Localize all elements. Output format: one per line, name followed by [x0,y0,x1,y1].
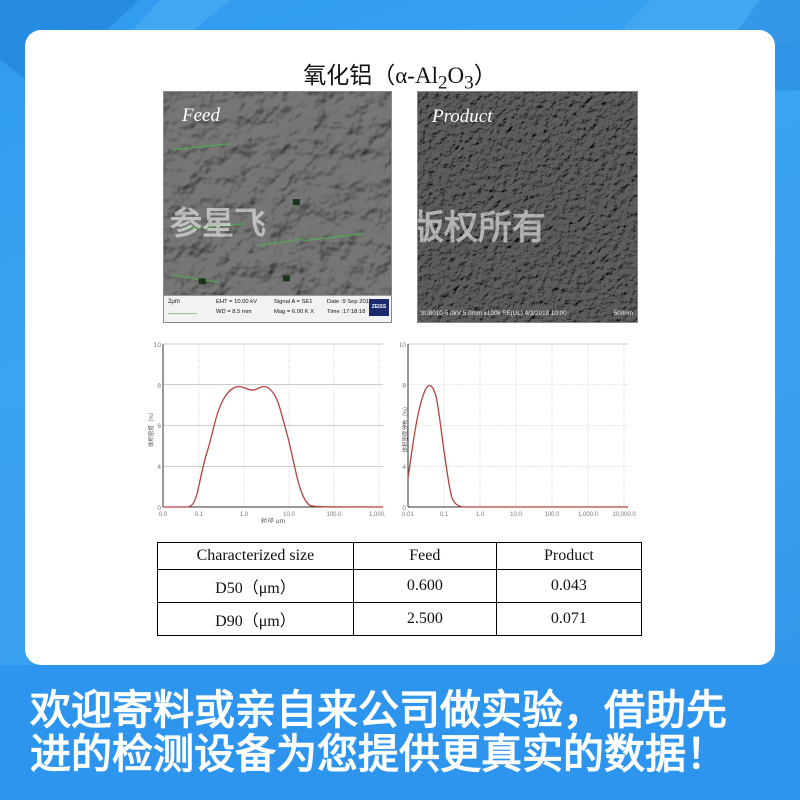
svg-text:100.0: 100.0 [544,512,560,518]
svg-text:10: 10 [400,342,406,349]
svg-text:10.0: 10.0 [283,512,295,518]
svg-text:6: 6 [157,423,161,430]
svg-text:0: 0 [402,505,406,512]
svg-text:1.0: 1.0 [476,512,485,518]
svg-text:10: 10 [154,342,162,349]
svg-text:1.0: 1.0 [240,512,249,518]
svg-text:1,000.0: 1,000.0 [369,512,386,518]
svg-text:0: 0 [157,505,161,512]
svg-text:10.0: 10.0 [510,512,522,518]
svg-text:4: 4 [157,464,161,471]
svg-text:8: 8 [157,383,161,390]
svg-text:4: 4 [402,464,406,471]
svg-text:0.0: 0.0 [159,512,168,518]
svg-text:0.1: 0.1 [440,512,449,518]
svg-text:体积密度分布（%）: 体积密度分布（%） [401,404,409,453]
svg-text:8: 8 [402,383,406,390]
svg-text:粒径 μm: 粒径 μm [261,516,285,523]
svg-text:1,000.0: 1,000.0 [578,512,599,518]
svg-text:100.0: 100.0 [326,512,342,518]
svg-text:体积密度（%）: 体积密度（%） [147,409,155,447]
svg-text:10,000.0: 10,000.0 [612,512,636,518]
svg-text:0.01: 0.01 [402,512,414,518]
svg-text:0.1: 0.1 [195,512,204,518]
